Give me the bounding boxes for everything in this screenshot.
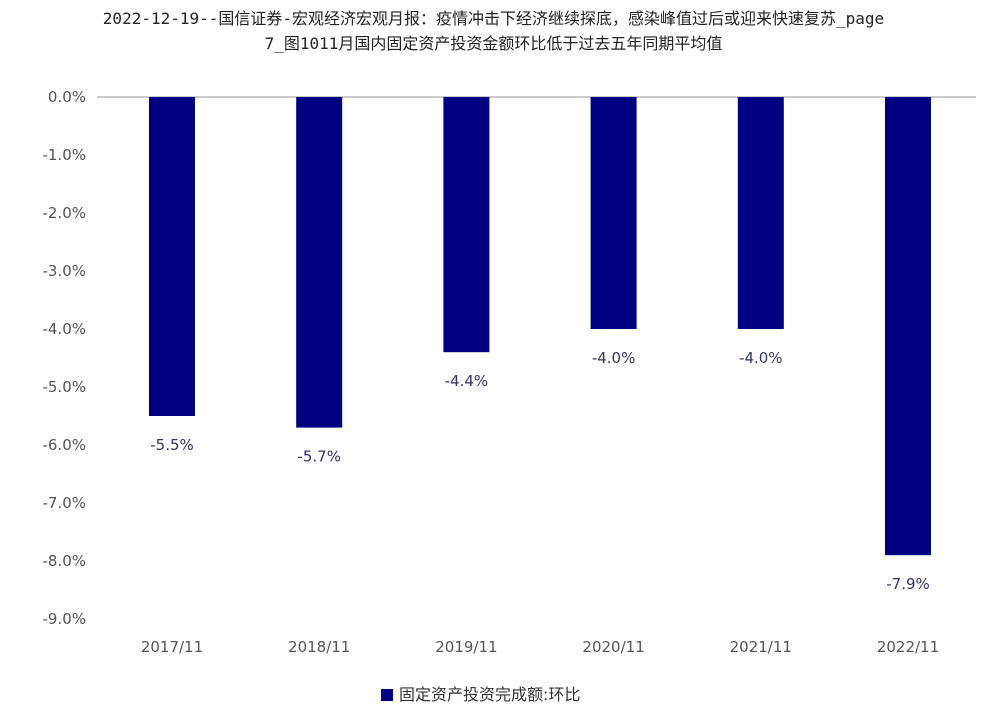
bar	[737, 97, 784, 329]
y-tick-label: -1.0%	[42, 146, 86, 164]
page-title: 2022-12-19--国信证券-宏观经济宏观月报：疫情冲击下经济继续探底，感染…	[0, 6, 987, 56]
data-labels-group: -5.5% -5.7% -4.4% -4.0% -4.0% -7.9%	[150, 349, 930, 593]
x-tick-label: 2021/11	[730, 638, 792, 656]
data-label: -5.7%	[297, 448, 341, 466]
legend-swatch	[381, 689, 393, 701]
y-tick-label: -4.0%	[42, 320, 86, 338]
title-line-2: 7_图1011月国内固定资产投资金额环比低于过去五年同期平均值	[264, 34, 723, 53]
data-label: -7.9%	[886, 575, 930, 593]
bar	[149, 97, 195, 416]
y-tick-label: -5.0%	[42, 378, 86, 396]
y-tick-label: -3.0%	[42, 262, 86, 280]
y-tick-label: -2.0%	[42, 204, 86, 222]
y-tick-label: -8.0%	[42, 552, 86, 570]
title-line-1: 2022-12-19--国信证券-宏观经济宏观月报：疫情冲击下经济继续探底，感染…	[102, 9, 885, 28]
y-tick-label: 0.0%	[48, 88, 86, 106]
bars-group	[149, 97, 931, 556]
data-label: -4.0%	[739, 349, 783, 367]
legend: 固定资产投资完成额:环比	[381, 685, 580, 704]
data-label: -4.4%	[445, 372, 489, 390]
bar	[443, 97, 490, 353]
x-tick-label: 2019/11	[435, 638, 497, 656]
y-tick-label: -6.0%	[42, 436, 86, 454]
y-tick-label: -9.0%	[42, 610, 86, 628]
bar	[885, 97, 931, 556]
data-label: -5.5%	[150, 436, 194, 454]
bar	[590, 97, 637, 329]
x-tick-label: 2022/11	[877, 638, 939, 656]
legend-label: 固定资产投资完成额:环比	[399, 685, 580, 704]
y-axis-ticks: 0.0% -1.0% -2.0% -3.0% -4.0% -5.0% -6.0% -7.0% -…	[42, 88, 86, 628]
x-axis-labels: 2017/11 2018/11 2019/11 2020/11 2021/11 2022/…	[141, 638, 939, 656]
x-tick-label: 2018/11	[288, 638, 350, 656]
x-tick-label: 2017/11	[141, 638, 203, 656]
y-tick-label: -7.0%	[42, 494, 86, 512]
x-tick-label: 2020/11	[582, 638, 644, 656]
data-label: -4.0%	[592, 349, 636, 367]
bar	[296, 97, 343, 428]
